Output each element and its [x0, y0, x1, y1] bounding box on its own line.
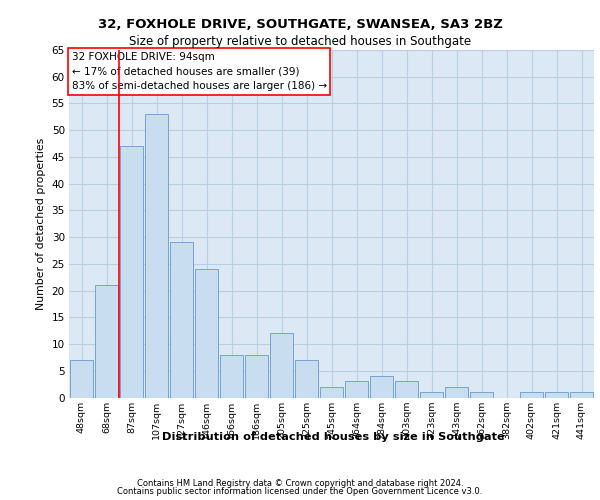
Bar: [445, 387, 469, 398]
Bar: [269, 334, 293, 398]
Text: 32, FOXHOLE DRIVE, SOUTHGATE, SWANSEA, SA3 2BZ: 32, FOXHOLE DRIVE, SOUTHGATE, SWANSEA, S…: [98, 18, 502, 30]
Bar: [220, 354, 244, 398]
Bar: [520, 392, 544, 398]
Bar: [470, 392, 493, 398]
Bar: [119, 146, 143, 398]
Bar: [70, 360, 94, 398]
Text: 32 FOXHOLE DRIVE: 94sqm
← 17% of detached houses are smaller (39)
83% of semi-de: 32 FOXHOLE DRIVE: 94sqm ← 17% of detache…: [71, 52, 327, 92]
Y-axis label: Number of detached properties: Number of detached properties: [36, 138, 46, 310]
Bar: [344, 382, 368, 398]
Text: Distribution of detached houses by size in Southgate: Distribution of detached houses by size …: [161, 432, 505, 442]
Bar: [245, 354, 268, 398]
Bar: [569, 392, 593, 398]
Bar: [419, 392, 443, 398]
Bar: [194, 269, 218, 398]
Bar: [295, 360, 319, 398]
Bar: [145, 114, 169, 398]
Text: Contains HM Land Registry data © Crown copyright and database right 2024.: Contains HM Land Registry data © Crown c…: [137, 478, 463, 488]
Bar: [370, 376, 394, 398]
Bar: [170, 242, 193, 398]
Bar: [95, 285, 118, 398]
Text: Size of property relative to detached houses in Southgate: Size of property relative to detached ho…: [129, 35, 471, 48]
Text: Contains public sector information licensed under the Open Government Licence v3: Contains public sector information licen…: [118, 487, 482, 496]
Bar: [320, 387, 343, 398]
Bar: [395, 382, 418, 398]
Bar: [545, 392, 568, 398]
